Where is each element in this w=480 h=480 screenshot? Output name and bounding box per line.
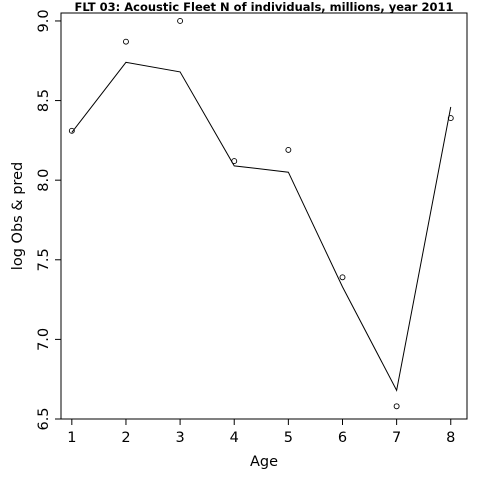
x-tick-label: 4	[230, 430, 239, 446]
x-tick-label: 8	[446, 430, 455, 446]
x-axis-label: Age	[250, 454, 278, 470]
x-tick-label: 7	[392, 430, 401, 446]
y-tick-label: 7.0	[36, 328, 52, 351]
chart-title: FLT 03: Acoustic Fleet N of individuals,…	[75, 0, 454, 14]
series-layer	[68, 18, 454, 410]
y-tick-label: 7.5	[36, 248, 52, 271]
x-tick-label: 2	[121, 430, 130, 446]
pred-line	[71, 61, 452, 392]
y-tick-label: 8.0	[36, 169, 52, 192]
obs-point	[123, 38, 129, 45]
obs-point	[339, 274, 346, 281]
x-tick-label: 6	[338, 430, 347, 446]
obs-point	[285, 146, 292, 153]
obs-point	[393, 403, 400, 410]
x-tick-label: 5	[284, 430, 293, 446]
y-axis: 6.5 7.0 7.5 8.0 8.5 9.0	[36, 9, 62, 431]
y-tick-label: 6.5	[36, 407, 52, 430]
obs-point	[177, 18, 184, 24]
plot-frame	[60, 12, 468, 420]
y-tick-label: 8.5	[36, 89, 52, 112]
y-tick-label: 9.0	[36, 9, 52, 32]
x-axis: 1 2 3 4 5 6 7 8	[67, 418, 455, 446]
x-tick-label: 1	[67, 430, 76, 446]
obs-point	[68, 127, 75, 134]
x-tick-label: 3	[175, 430, 184, 446]
y-axis-label: log Obs & pred	[10, 162, 26, 270]
